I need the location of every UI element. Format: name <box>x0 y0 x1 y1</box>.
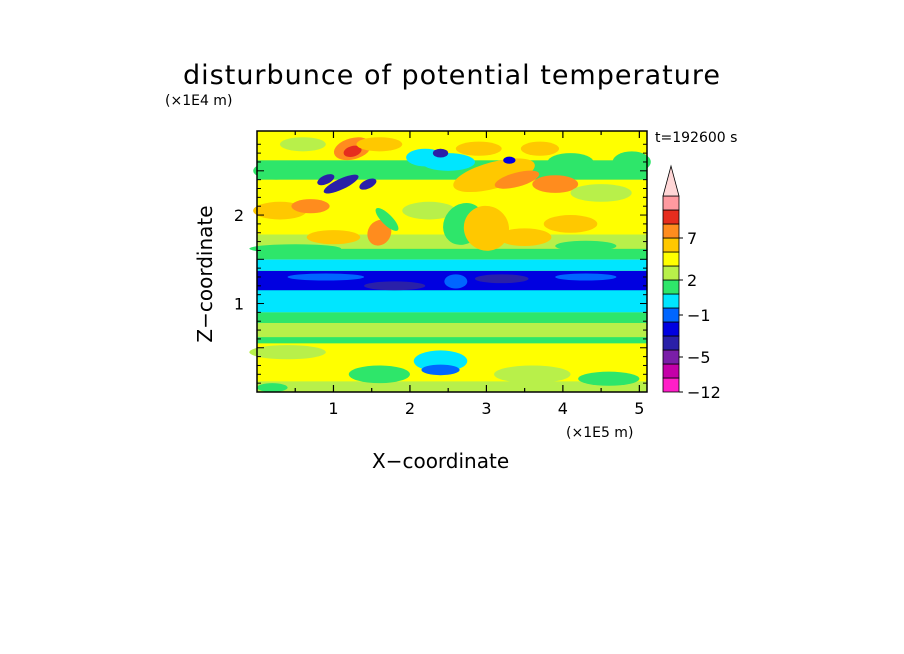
field-patch-27 <box>453 158 535 193</box>
field-patch-16 <box>578 371 640 386</box>
field-patch-46 <box>612 151 651 173</box>
field-patch-50 <box>520 141 560 156</box>
colorbar-label: −12 <box>687 383 721 402</box>
colorbar-segment <box>662 209 680 225</box>
field-patch-47 <box>555 240 617 252</box>
field-patch-40 <box>402 201 456 220</box>
field-patch-51 <box>356 137 403 152</box>
field-band-1 <box>257 381 647 392</box>
field-band-3 <box>257 322 647 338</box>
field-band-6 <box>257 259 647 271</box>
colorbar: 7 2 −1 −5 −12 <box>662 164 721 402</box>
time-label: t=192600 s <box>655 130 738 146</box>
field-patch-19 <box>474 274 529 284</box>
x-tick-label: 5 <box>634 399 644 418</box>
y-tick-label: 2 <box>234 206 244 225</box>
x-tick-label: 1 <box>328 399 338 418</box>
field-patch-13 <box>421 364 460 376</box>
y-unit-label: (×1E4 m) <box>165 93 233 109</box>
field-patch-29 <box>532 175 579 193</box>
field-patch-37 <box>306 230 361 245</box>
field-patch-32 <box>317 174 335 186</box>
field-band-7 <box>257 248 647 260</box>
field-patch-14 <box>348 365 410 384</box>
colorbar-label: −1 <box>687 306 711 325</box>
field-patch-42 <box>463 205 510 251</box>
x-tick-label: 2 <box>405 399 415 418</box>
colorbar-label: −5 <box>687 348 711 367</box>
field-patch-53 <box>432 148 449 158</box>
field-patch-24 <box>343 145 362 158</box>
field-patch-17 <box>257 383 288 392</box>
x-tick-label: 3 <box>481 399 491 418</box>
field-patch-20 <box>444 274 468 289</box>
colorbar-segment <box>662 195 680 211</box>
colorbar-segment <box>662 349 680 365</box>
field-patch-36 <box>291 199 330 214</box>
field-patch-39 <box>375 208 399 231</box>
field-patch-48 <box>249 244 342 254</box>
x-tick-label: 4 <box>558 399 568 418</box>
colorbar-segment <box>662 223 680 239</box>
field-patch-49 <box>455 141 502 156</box>
x-axis-label: X−coordinate <box>372 449 510 473</box>
field-patch-21 <box>287 273 365 281</box>
colorbar-extend-arrow <box>662 164 680 197</box>
chart-title: disturbunce of potential temperature <box>183 60 721 91</box>
field-patch-15 <box>494 365 571 384</box>
field-patch-11 <box>249 345 326 360</box>
colorbar-label: 7 <box>687 229 697 248</box>
plot-frame <box>256 130 648 393</box>
colorbar-segment <box>662 265 680 281</box>
colorbar-segment <box>662 321 680 337</box>
y-tick-label: 1 <box>234 295 244 314</box>
colorbar-label: 2 <box>687 271 697 290</box>
field-patch-34 <box>253 161 300 180</box>
field-patch-33 <box>359 178 377 190</box>
field-patch-28 <box>494 170 540 189</box>
x-unit-label: (×1E5 m) <box>566 425 634 441</box>
field-patch-30 <box>547 153 594 171</box>
field-band-4 <box>257 287 647 313</box>
field-patch-45 <box>570 184 632 202</box>
field-patch-52 <box>279 137 326 152</box>
field-patch-54 <box>503 156 516 164</box>
heatmap-field <box>249 131 651 392</box>
field-patch-26 <box>421 153 475 171</box>
colorbar-segment <box>662 293 680 309</box>
colorbar-segment <box>662 279 680 295</box>
colorbar-segment <box>662 377 680 393</box>
axis-ticks: 1 2 3 4 5 1 2 <box>234 131 647 418</box>
field-patch-38 <box>367 219 392 246</box>
field-patch-31 <box>323 174 359 194</box>
colorbar-segment <box>662 251 680 267</box>
colorbar-segment <box>662 237 680 253</box>
field-patch-18 <box>364 281 426 291</box>
colorbar-segment <box>662 307 680 323</box>
field-patch-44 <box>543 215 598 233</box>
field-patch-43 <box>497 228 552 247</box>
colorbar-segment <box>662 335 680 351</box>
colorbar-segment <box>662 363 680 379</box>
field-patch-22 <box>555 273 617 281</box>
